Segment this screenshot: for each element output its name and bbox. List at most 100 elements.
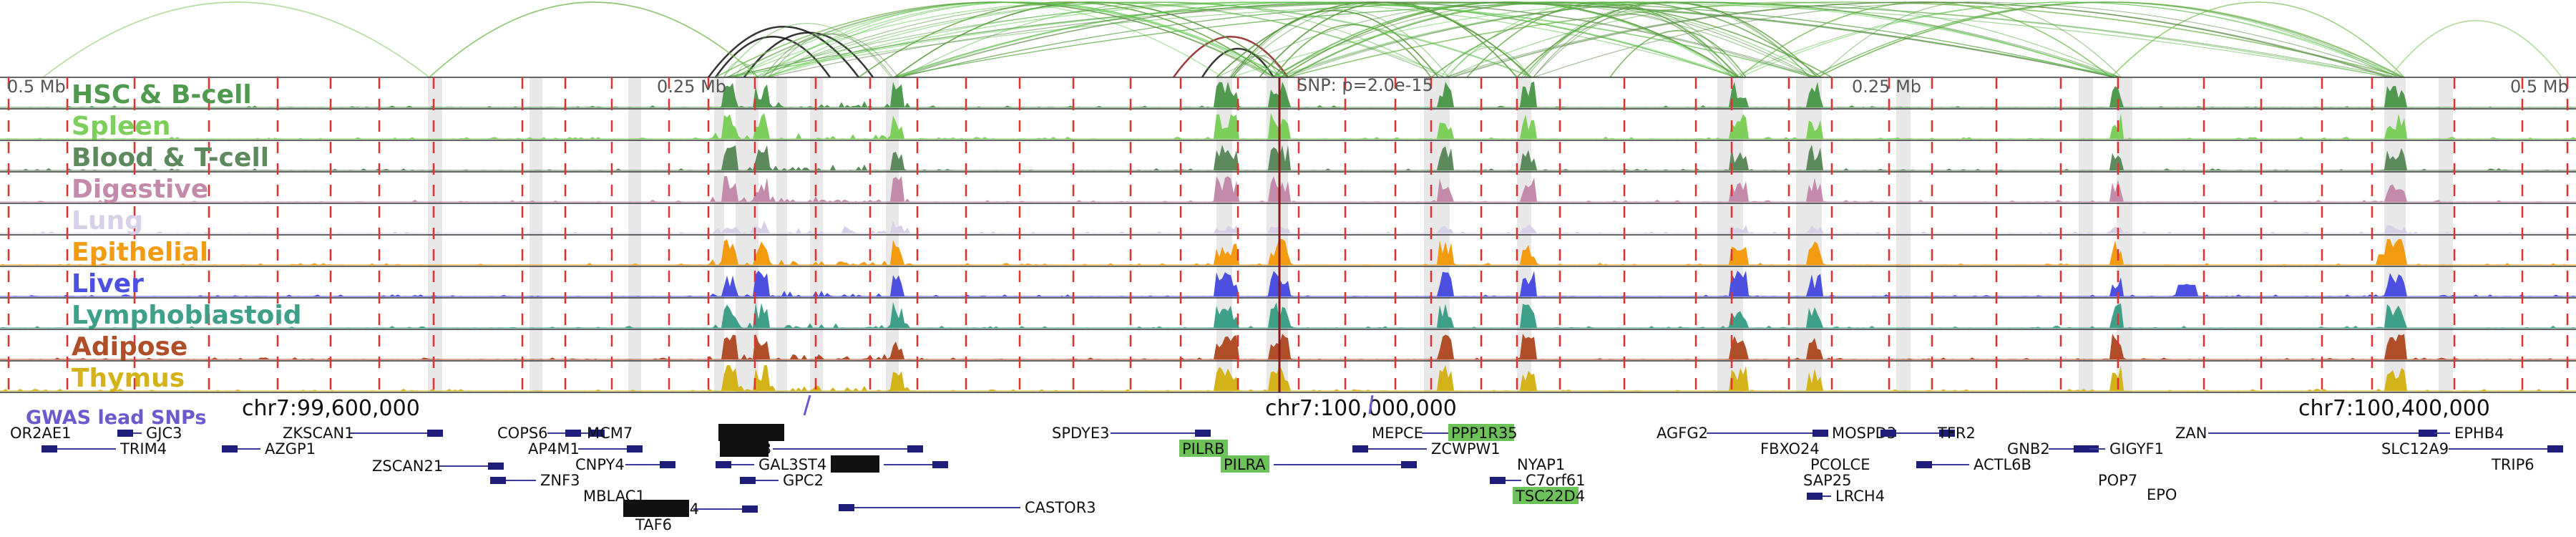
gene-annotation[interactable]: C7orf61 (1490, 472, 1586, 489)
interaction-arc (1818, 1, 2122, 78)
interaction-arc (723, 23, 892, 78)
gene-label: C7orf43 (721, 425, 781, 442)
gene-annotation[interactable]: LRCH4 (1807, 488, 1885, 505)
gene-annotation[interactable]: NYAP1 (1517, 456, 1565, 473)
gene-label: TAF6 (635, 516, 672, 533)
gene-annotation[interactable]: PVRIG (831, 455, 948, 473)
gene-label: OR2AE1 (10, 425, 71, 442)
gene-label: FBXO24 (1760, 440, 1820, 458)
gene-annotation[interactable]: TRIM4 (42, 440, 167, 458)
gene-annotation[interactable]: POP7 (2098, 472, 2137, 489)
track-signal (0, 271, 2576, 296)
gene-label: ZKSCAN1 (283, 425, 354, 442)
gene-label: PPP1R35 (1451, 425, 1518, 442)
gene-annotation[interactable]: AGFG2 (1657, 425, 1828, 442)
gene-annotation[interactable]: TAF6 (635, 516, 672, 533)
gene-annotation[interactable]: STAG3 (720, 440, 923, 458)
gene-exon (660, 461, 675, 468)
track-label: Spleen (72, 112, 171, 141)
gene-annotation[interactable]: AP4M1 (528, 440, 643, 458)
interaction-arc (1447, 1, 2121, 78)
track-signal (0, 82, 2576, 107)
gene-exon (1807, 493, 1823, 500)
gene-exon (1880, 430, 1896, 437)
gene-annotation[interactable]: SPDYE3 (1052, 425, 1211, 442)
gene-exon (1195, 430, 1211, 437)
interaction-arc (1201, 47, 1275, 78)
interaction-arc (899, 1, 1813, 78)
gene-annotation[interactable]: TFR2 (1880, 425, 1976, 442)
track-signal (0, 145, 2576, 170)
gene-exon (222, 445, 238, 453)
track-row (0, 171, 2576, 203)
gene-exon (1916, 461, 1932, 468)
interaction-arc (723, 61, 756, 78)
interaction-arc (429, 1, 759, 78)
position-right: chr7:100,400,000 (2298, 396, 2490, 421)
gene-annotation[interactable]: ZKSCAN1 (283, 425, 443, 442)
gene-highlight (1179, 440, 1228, 457)
interaction-arc (1609, 30, 1747, 78)
gene-annotation[interactable]: GIGYF1 (2074, 440, 2164, 458)
gene-annotation[interactable]: EPO (2147, 486, 2177, 503)
signal-tracks (0, 77, 2576, 393)
gene-annotation[interactable]: FBXO24 (1760, 440, 1820, 458)
gene-annotation[interactable]: ACTL6B (1916, 456, 2031, 473)
scale-mid-right-label: 0.25 Mb (1852, 77, 1921, 97)
gene-annotation[interactable]: PCOLCE (1810, 456, 1870, 473)
track-signal (0, 113, 2576, 139)
track-label: Digestive (72, 175, 208, 204)
interaction-arc (1232, 9, 1450, 78)
track-row (0, 297, 2576, 329)
gene-annotation[interactable]: GAL3ST4 (716, 456, 826, 473)
interaction-arc (1817, 1, 2399, 78)
interaction-arc (755, 1, 1533, 78)
gene-annotation[interactable]: CASTOR3 (839, 499, 1096, 516)
interaction-arc (768, 1, 2114, 78)
track-row (0, 360, 2576, 392)
gene-label: ZSCAN21 (372, 458, 443, 475)
gene-label: SAP25 (1803, 472, 1851, 489)
gwas-label: GWAS lead SNPs (26, 407, 206, 429)
gene-exon (907, 445, 923, 453)
gene-annotation[interactable]: PPP1R35 (1448, 424, 1518, 442)
gene-annotation[interactable]: MCM7 (565, 425, 633, 442)
snp-label: SNP: p=2.0e-15 (1297, 75, 1433, 95)
gene-label: AGFG2 (1657, 425, 1708, 442)
gene-exon (117, 430, 133, 437)
gene-highlight (718, 424, 784, 441)
gene-annotation[interactable]: TRIP6 (2491, 456, 2534, 473)
gene-annotation[interactable]: GPC2 (740, 472, 824, 489)
gene-label: NYAP1 (1517, 456, 1565, 473)
gene-exon (2419, 430, 2434, 437)
gene-annotation[interactable]: SLC12A9 (2381, 440, 2563, 458)
gene-annotation[interactable]: TSC22D4 (1513, 487, 1585, 505)
gwas-snp-markers (803, 395, 1374, 416)
gene-label: GPC2 (783, 472, 824, 489)
gene-exon (427, 430, 443, 437)
interaction-arc (1738, 1, 2112, 78)
gene-annotation[interactable]: ZNF3 (490, 472, 580, 489)
gene-annotation[interactable]: SAP25 (1803, 472, 1851, 489)
gene-annotation[interactable]: ZSCAN21 (372, 458, 504, 475)
gene-annotation[interactable]: PILRB (1179, 440, 1228, 458)
gene-annotation[interactable]: C7orf43 (718, 424, 784, 442)
interaction-arc (1172, 35, 1289, 78)
gene-exon (2547, 445, 2563, 453)
track-row (0, 77, 2576, 108)
gene-annotation[interactable]: PILRA (1221, 455, 1417, 473)
gene-annotation[interactable]: EPHB4 (2419, 425, 2504, 442)
interaction-arc (2110, 1, 2405, 78)
gene-label: TFR2 (1937, 425, 1976, 442)
gene-annotation[interactable]: CNPY4 (575, 456, 675, 473)
gene-annotation[interactable]: AZGP1 (222, 440, 316, 458)
gene-annotation[interactable]: OR2AE1 (10, 425, 71, 442)
gene-annotation[interactable]: ZAN (2175, 425, 2437, 442)
gene-label: CASTOR3 (1025, 499, 1096, 516)
track-signal (0, 220, 2576, 233)
gene-annotation[interactable]: LAMTOR4 (623, 500, 758, 518)
gene-label: TRIM4 (119, 440, 167, 458)
gene-annotation[interactable]: ZCWPW1 (1352, 440, 1501, 458)
gene-annotation[interactable]: GJC3 (117, 425, 182, 442)
